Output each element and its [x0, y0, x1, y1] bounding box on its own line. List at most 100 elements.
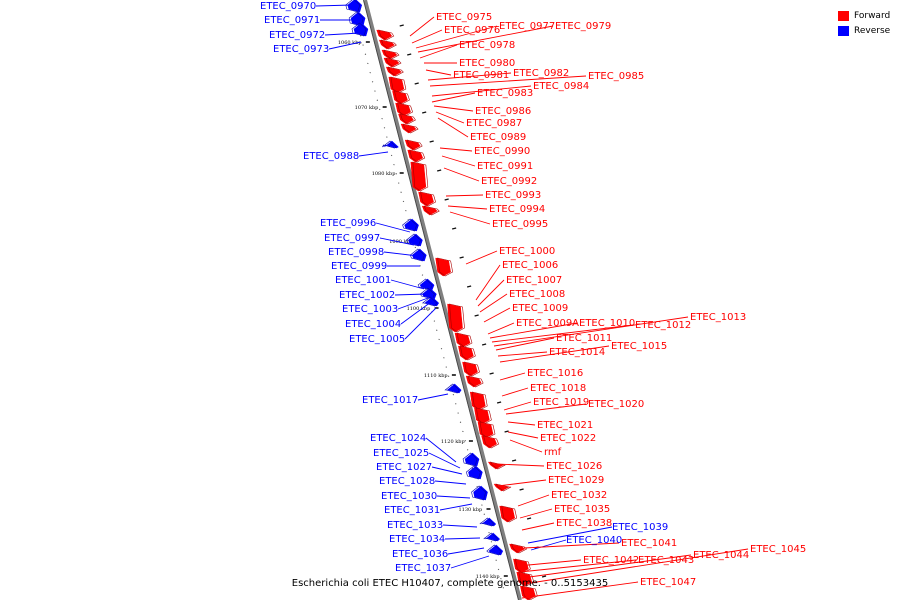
- forward-gene-block[interactable]: [376, 29, 393, 41]
- forward-gene-label[interactable]: ETEC_0978: [459, 40, 515, 51]
- forward-gene-label[interactable]: ETEC_1000: [499, 246, 555, 257]
- reverse-gene-label[interactable]: ETEC_1005: [349, 334, 405, 345]
- reverse-gene-block[interactable]: [384, 140, 399, 149]
- forward-gene-label[interactable]: ETEC_0981: [453, 70, 509, 81]
- forward-gene-label[interactable]: ETEC_1032: [551, 490, 607, 501]
- reverse-gene-label[interactable]: ETEC_1030: [381, 491, 437, 502]
- reverse-gene-block[interactable]: [424, 296, 440, 307]
- forward-gene-block[interactable]: [383, 57, 400, 68]
- forward-gene-label[interactable]: ETEC_0989: [470, 132, 526, 143]
- reverse-gene-block[interactable]: [446, 383, 462, 394]
- forward-gene-label[interactable]: ETEC_1038: [556, 518, 612, 529]
- reverse-gene-block[interactable]: [464, 452, 480, 467]
- forward-gene-label[interactable]: ETEC_1041: [621, 538, 677, 549]
- forward-gene-label[interactable]: ETEC_1016: [527, 368, 583, 379]
- forward-gene-label[interactable]: ETEC_1010: [579, 318, 635, 329]
- forward-gene-label[interactable]: ETEC_0976: [444, 25, 500, 36]
- forward-gene-block[interactable]: [404, 139, 421, 151]
- forward-gene-block[interactable]: [385, 66, 402, 77]
- forward-gene-label[interactable]: ETEC_1014: [549, 347, 605, 358]
- reverse-gene-label[interactable]: ETEC_1002: [339, 290, 395, 301]
- forward-gene-label[interactable]: ETEC_1042: [583, 555, 639, 566]
- reverse-gene-label[interactable]: ETEC_1024: [370, 433, 426, 444]
- forward-gene-block[interactable]: [395, 102, 411, 117]
- forward-gene-label[interactable]: ETEC_1029: [548, 475, 604, 486]
- reverse-gene-block[interactable]: [412, 248, 427, 262]
- reverse-gene-label[interactable]: ETEC_1028: [379, 476, 435, 487]
- forward-gene-label[interactable]: ETEC_1018: [530, 383, 586, 394]
- forward-gene-block[interactable]: [398, 113, 414, 125]
- forward-gene-label[interactable]: ETEC_0979: [555, 21, 611, 32]
- forward-gene-label[interactable]: ETEC_1047: [640, 577, 696, 588]
- reverse-gene-label[interactable]: ETEC_1037: [395, 563, 451, 574]
- forward-gene-label[interactable]: ETEC_1020: [588, 399, 644, 410]
- forward-gene-label[interactable]: ETEC_1011: [556, 333, 612, 344]
- forward-gene-block[interactable]: [465, 375, 482, 388]
- reverse-gene-block[interactable]: [404, 218, 419, 232]
- reverse-gene-label[interactable]: ETEC_1031: [384, 505, 440, 516]
- forward-gene-block[interactable]: [462, 361, 478, 377]
- forward-gene-block[interactable]: [392, 90, 408, 105]
- forward-gene-label[interactable]: ETEC_1009A: [516, 318, 579, 329]
- forward-gene-label[interactable]: ETEC_0991: [477, 161, 533, 172]
- forward-gene-block[interactable]: [458, 345, 474, 361]
- reverse-gene-label[interactable]: ETEC_1003: [342, 304, 398, 315]
- forward-gene-block[interactable]: [516, 571, 533, 587]
- reverse-gene-block[interactable]: [347, 0, 363, 13]
- forward-gene-label[interactable]: ETEC_1009: [512, 303, 568, 314]
- reverse-gene-block[interactable]: [473, 485, 488, 501]
- forward-gene-label[interactable]: ETEC_0980: [459, 58, 515, 69]
- forward-gene-block[interactable]: [421, 205, 438, 216]
- reverse-gene-block[interactable]: [419, 278, 435, 291]
- forward-gene-label[interactable]: ETEC_0987: [466, 118, 522, 129]
- forward-gene-label[interactable]: ETEC_1012: [635, 320, 691, 331]
- reverse-gene-label[interactable]: ETEC_0998: [328, 247, 384, 258]
- forward-gene-label[interactable]: ETEC_1006: [502, 260, 558, 271]
- forward-gene-label[interactable]: ETEC_0977: [499, 21, 555, 32]
- reverse-gene-label[interactable]: ETEC_0971: [264, 15, 320, 26]
- forward-gene-label[interactable]: ETEC_0995: [492, 219, 548, 230]
- forward-gene-label[interactable]: ETEC_0985: [588, 71, 644, 82]
- reverse-gene-label[interactable]: ETEC_0972: [269, 30, 325, 41]
- forward-gene-block[interactable]: [481, 435, 497, 449]
- reverse-gene-label[interactable]: ETEC_1025: [373, 448, 429, 459]
- forward-gene-label[interactable]: ETEC_1043: [638, 555, 694, 566]
- forward-gene-label[interactable]: ETEC_1021: [537, 420, 593, 431]
- forward-gene-label[interactable]: ETEC_0994: [489, 204, 545, 215]
- reverse-gene-label[interactable]: ETEC_1039: [612, 522, 668, 533]
- reverse-gene-block[interactable]: [422, 287, 437, 300]
- reverse-gene-label[interactable]: ETEC_0997: [324, 233, 380, 244]
- forward-gene-label[interactable]: ETEC_0993: [485, 190, 541, 201]
- reverse-gene-label[interactable]: ETEC_1017: [362, 395, 418, 406]
- forward-gene-label[interactable]: ETEC_1013: [690, 312, 746, 323]
- forward-gene-label[interactable]: ETEC_1035: [554, 504, 610, 515]
- reverse-gene-block[interactable]: [468, 465, 483, 480]
- reverse-gene-label[interactable]: ETEC_0996: [320, 218, 376, 229]
- forward-gene-label[interactable]: ETEC_0990: [474, 146, 530, 157]
- forward-gene-label[interactable]: ETEC_1019: [533, 397, 589, 408]
- reverse-gene-block[interactable]: [408, 233, 423, 247]
- forward-gene-label[interactable]: ETEC_1015: [611, 341, 667, 352]
- forward-gene-block[interactable]: [493, 483, 510, 492]
- forward-gene-label[interactable]: ETEC_0975: [436, 12, 492, 23]
- reverse-gene-label[interactable]: ETEC_1027: [376, 462, 432, 473]
- reverse-gene-label[interactable]: ETEC_1040: [566, 535, 622, 546]
- forward-gene-label[interactable]: rmf: [544, 447, 562, 458]
- reverse-gene-label[interactable]: ETEC_0970: [260, 1, 316, 12]
- reverse-gene-label[interactable]: ETEC_0988: [303, 151, 359, 162]
- forward-gene-label[interactable]: ETEC_1045: [750, 544, 806, 555]
- forward-gene-label[interactable]: ETEC_0986: [475, 106, 531, 117]
- reverse-gene-block[interactable]: [481, 517, 497, 527]
- forward-gene-block[interactable]: [381, 49, 398, 60]
- reverse-gene-block[interactable]: [485, 532, 501, 542]
- forward-gene-label[interactable]: ETEC_1007: [506, 275, 562, 286]
- forward-gene-block[interactable]: [407, 149, 424, 163]
- forward-gene-label[interactable]: ETEC_0992: [481, 176, 537, 187]
- reverse-gene-label[interactable]: ETEC_1033: [387, 520, 443, 531]
- reverse-gene-label[interactable]: ETEC_1001: [335, 275, 391, 286]
- forward-gene-block[interactable]: [509, 543, 525, 554]
- forward-gene-label[interactable]: ETEC_1022: [540, 433, 596, 444]
- reverse-gene-label[interactable]: ETEC_0999: [331, 261, 387, 272]
- forward-gene-label[interactable]: ETEC_0983: [477, 88, 533, 99]
- forward-gene-block[interactable]: [400, 123, 417, 134]
